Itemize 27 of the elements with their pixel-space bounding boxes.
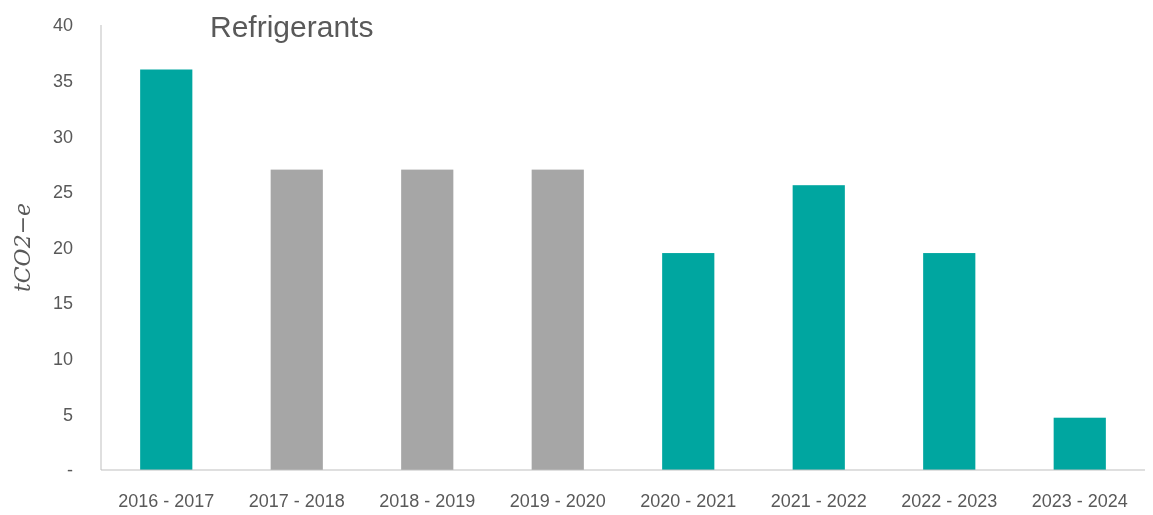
x-tick-label: 2017 - 2018 xyxy=(248,491,345,511)
bar xyxy=(792,185,845,470)
bar xyxy=(923,253,976,470)
bar xyxy=(270,169,323,470)
bar xyxy=(662,253,715,470)
bar xyxy=(531,169,584,470)
bar xyxy=(401,169,454,470)
y-tick-label: 35 xyxy=(52,70,73,91)
y-tick-label: 20 xyxy=(52,237,73,258)
y-tick-label: 40 xyxy=(52,15,73,36)
x-tick-label: 2021 - 2022 xyxy=(770,491,867,511)
y-axis-title: tCO2−e xyxy=(10,202,35,293)
bar xyxy=(1053,417,1106,470)
chart-title: Refrigerants xyxy=(210,10,374,43)
x-tick-label: 2023 - 2024 xyxy=(1031,491,1128,511)
x-tick-label: 2022 - 2023 xyxy=(901,491,998,511)
x-tick-label: 2020 - 2021 xyxy=(640,491,737,511)
x-tick-label: 2016 - 2017 xyxy=(118,491,215,511)
bar xyxy=(140,69,193,470)
x-tick-label: 2019 - 2020 xyxy=(509,491,606,511)
x-tick-label: 2018 - 2019 xyxy=(379,491,476,511)
y-tick-label: 5 xyxy=(62,404,73,425)
y-tick-label: 15 xyxy=(52,293,73,314)
y-tick-label: 25 xyxy=(52,182,73,203)
y-tick-label: 30 xyxy=(52,126,73,147)
y-tick-label: 10 xyxy=(52,349,73,370)
y-tick-label: - xyxy=(67,460,73,481)
